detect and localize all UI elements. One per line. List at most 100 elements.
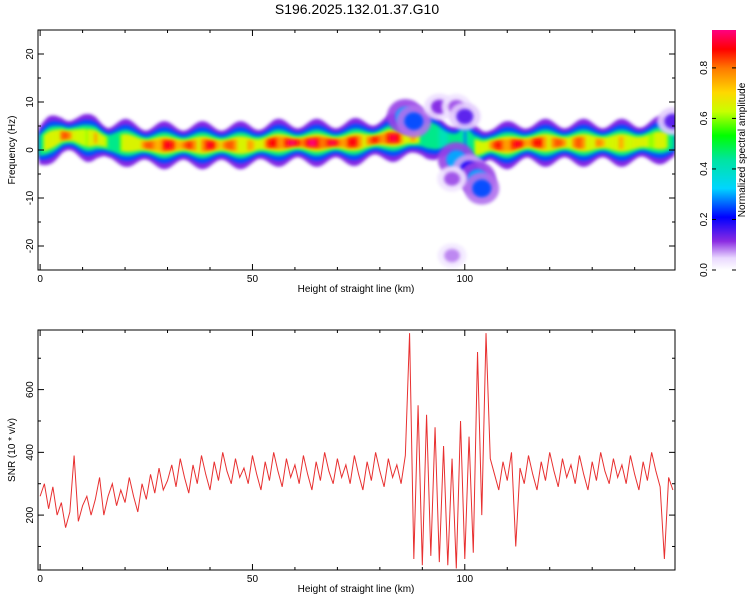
ridge-cell xyxy=(444,131,448,149)
ridge-cell xyxy=(569,136,573,150)
ridge-cell xyxy=(126,134,129,152)
ridge-cell xyxy=(576,137,579,149)
ridge-cell xyxy=(387,134,391,142)
ridge-cell xyxy=(217,141,221,149)
ridge-cell xyxy=(151,140,155,150)
ridge-cell xyxy=(442,129,446,149)
ridge-cell xyxy=(349,138,352,146)
ridge-cell xyxy=(363,134,367,148)
ridge-cell xyxy=(671,131,675,150)
y-tick-label: -20 xyxy=(25,238,36,253)
ridge-cell xyxy=(117,131,121,155)
ridge-cell xyxy=(346,137,350,148)
ridge-cell xyxy=(395,134,399,142)
x-tick-label: 0 xyxy=(37,574,43,585)
colorbar-ticks: 0.0 0.2 0.4 0.6 0.8 xyxy=(699,61,736,277)
ridge-cell xyxy=(143,141,146,149)
y-tick-label: -10 xyxy=(25,190,36,205)
ridge-cell xyxy=(654,131,658,150)
colorbar-label: Normalized spectral amplitude xyxy=(737,82,748,217)
ridge-cell xyxy=(482,141,486,153)
ridge-cell xyxy=(259,138,263,150)
ridge-cell xyxy=(179,141,182,149)
snr-frame xyxy=(37,329,676,571)
colorbar-tick-label: 0.2 xyxy=(699,212,710,226)
ridge-cell xyxy=(58,129,61,144)
ridge-cell xyxy=(555,138,558,148)
ridge-cell xyxy=(351,138,354,146)
ridge-cell xyxy=(172,140,176,150)
ridge-cell xyxy=(107,134,110,151)
snr-panel: 0 50 100 200 400 600 Height of straight line … xyxy=(7,329,676,595)
ridge-cell xyxy=(574,137,577,148)
ridge-cell xyxy=(266,139,269,149)
ridge-cell xyxy=(334,140,337,145)
ridge-cell xyxy=(245,136,248,154)
ridge-cell xyxy=(425,123,429,149)
ridge-cell xyxy=(487,140,490,152)
colorbar: 0.0 0.2 0.4 0.6 0.8 Normalized spectral ampl… xyxy=(699,30,748,277)
ridge-cell xyxy=(77,129,81,144)
ridge-cell xyxy=(234,139,238,151)
ridge-cell xyxy=(102,135,106,147)
ridge-cell xyxy=(616,134,620,152)
ridge-cell xyxy=(637,136,641,148)
ridge-cell xyxy=(561,139,565,147)
ridge-cell xyxy=(81,128,85,146)
ridge-cell xyxy=(391,134,395,142)
ridge-cell xyxy=(160,139,163,152)
ridge-cell xyxy=(194,139,197,151)
ridge-cell xyxy=(548,134,552,152)
ridge-cell xyxy=(370,136,374,145)
ridge-cell xyxy=(552,137,556,148)
ridge-cell xyxy=(438,126,441,150)
ridge-cell xyxy=(177,141,180,150)
ridge-cell xyxy=(667,129,671,152)
blob-core xyxy=(404,112,424,130)
ridge-cell xyxy=(605,136,609,149)
ridge-cell xyxy=(410,134,414,142)
ridge-cell xyxy=(493,140,497,150)
ridge-cell xyxy=(474,139,478,156)
colorbar-gradient xyxy=(712,30,736,270)
ridge-cell xyxy=(223,141,227,150)
ridge-cell xyxy=(635,136,639,149)
ridge-cell xyxy=(476,140,480,156)
ridge-cell xyxy=(187,142,191,148)
ridge-cell xyxy=(115,132,119,154)
ridge-cell xyxy=(355,135,359,148)
ridge-cell xyxy=(457,132,461,153)
ridge-cell xyxy=(230,140,233,151)
ridge-cell xyxy=(66,131,70,140)
ridge-cell xyxy=(249,140,252,150)
ridge-cell xyxy=(463,123,467,158)
ridge-cell xyxy=(620,136,624,149)
ridge-cell xyxy=(39,134,42,156)
ridge-cell xyxy=(206,141,210,149)
ridge-cell xyxy=(325,138,329,148)
ridge-cell xyxy=(200,139,204,152)
ridge-cell xyxy=(565,137,569,149)
ridge-cell xyxy=(85,129,89,147)
ridge-cell xyxy=(446,132,450,149)
ridge-cell xyxy=(580,136,584,149)
ridge-cell xyxy=(304,138,308,148)
ridge-cell xyxy=(302,138,306,147)
ridge-cell xyxy=(183,141,187,149)
ridge-cell xyxy=(523,139,526,147)
figure-title: S196.2025.132.01.37.G10 xyxy=(275,1,439,17)
ridge-cell xyxy=(329,140,333,146)
x-tick-label: 100 xyxy=(456,274,473,285)
ridge-cell xyxy=(497,142,501,149)
ridge-cell xyxy=(646,134,650,148)
ridge-cell xyxy=(242,136,246,154)
ridge-cell xyxy=(136,137,140,151)
ridge-cell xyxy=(191,140,195,151)
ridge-cell xyxy=(92,129,95,147)
ridge-cell xyxy=(189,140,193,150)
ridge-cell xyxy=(631,136,635,150)
ridge-cell xyxy=(669,130,673,151)
ridge-cell xyxy=(357,135,361,148)
ridge-cell xyxy=(427,122,431,149)
ridge-cell xyxy=(353,138,357,146)
